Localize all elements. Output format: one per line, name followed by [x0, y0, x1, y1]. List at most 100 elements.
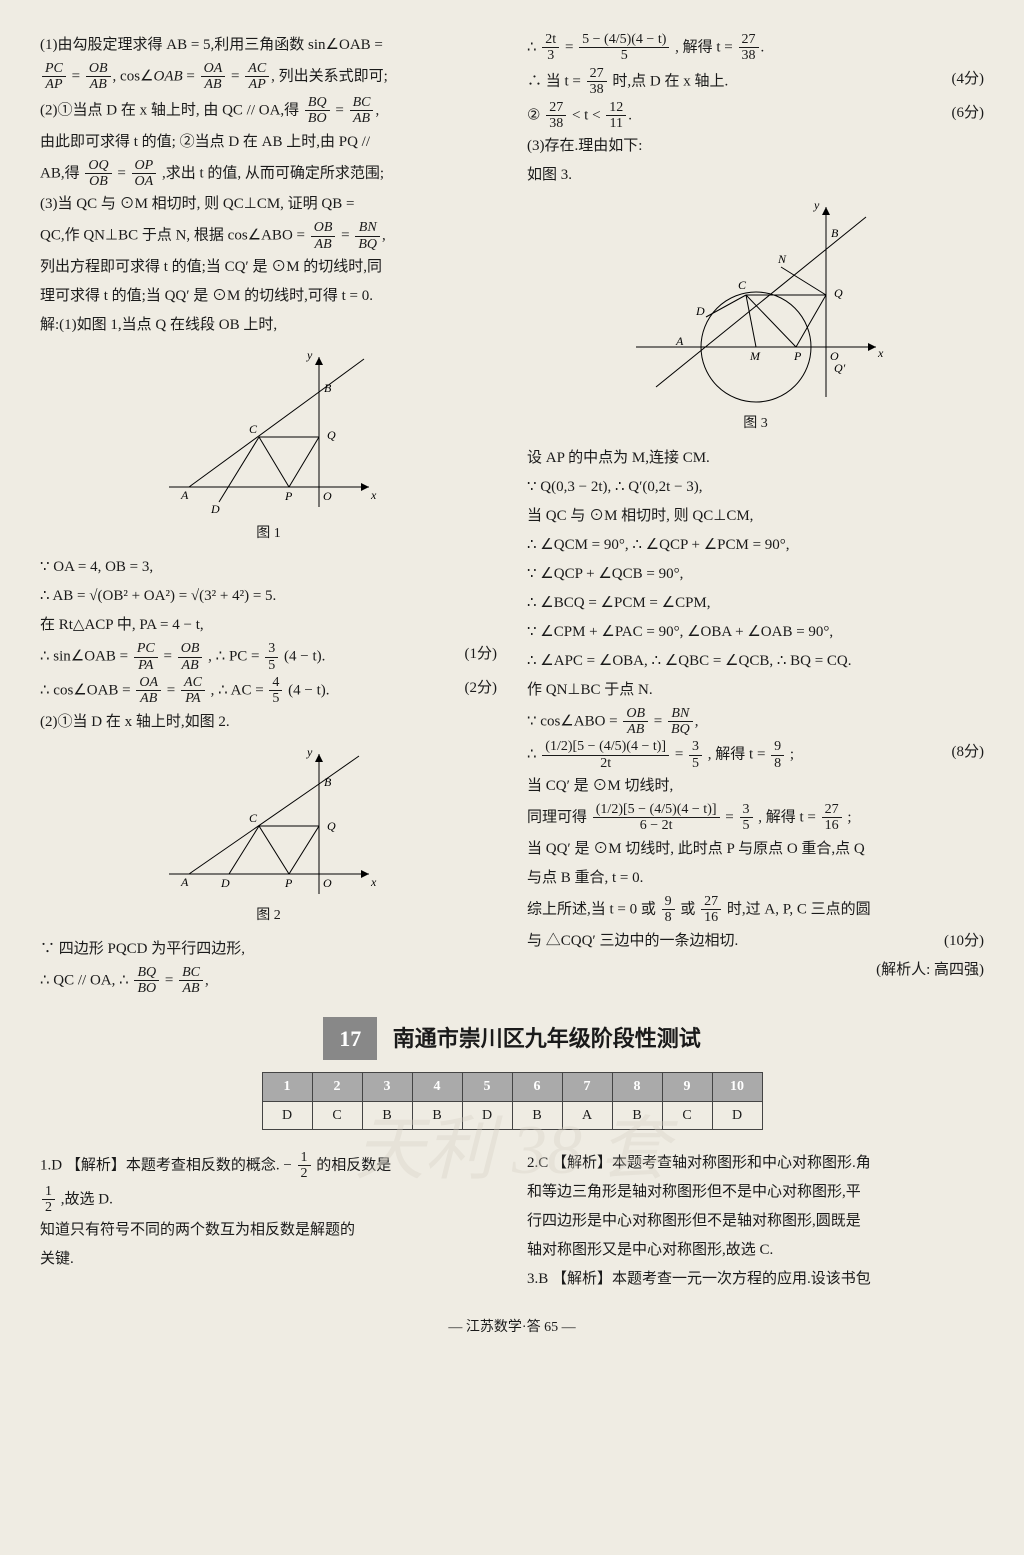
text-line: ∵ Q(0,3 − 2t), ∴ Q′(0,2t − 3),: [527, 474, 984, 501]
svg-text:O: O: [323, 489, 332, 503]
figure-caption: 图 1: [40, 521, 497, 546]
svg-text:P: P: [284, 876, 293, 890]
svg-text:N: N: [777, 252, 787, 266]
text: (1)由勾股定理求得 AB = 5,利用三角函数 sin∠OAB =: [40, 37, 383, 53]
table-header-cell: 2: [312, 1073, 362, 1101]
fraction: BNBQ: [355, 220, 380, 252]
text-line: ∴ 当 t = 2738 时,点 D 在 x 轴上. (4分): [527, 66, 984, 98]
figure-caption: 图 3: [527, 411, 984, 436]
bottom-right-column: 2.C 【解析】本题考查轴对称图形和中心对称图形.角 和等边三角形是轴对称图形但…: [527, 1148, 984, 1295]
svg-text:P: P: [284, 489, 293, 503]
text-line: 作 QN⊥BC 于点 N.: [527, 677, 984, 704]
fraction: BQBO: [134, 965, 159, 997]
geometry-diagram-icon: x y A B C Q P O D: [159, 744, 379, 899]
svg-text:Q: Q: [327, 819, 336, 833]
fraction: OAAB: [201, 61, 226, 93]
score-mark: (2分): [465, 675, 498, 702]
text-line: (2)①当点 D 在 x 轴上时, 由 QC // OA,得 BQBO = BC…: [40, 95, 497, 127]
geometry-diagram-icon: x y A B C Q P O D: [159, 347, 379, 517]
table-header-cell: 6: [512, 1073, 562, 1101]
fraction: 2716: [701, 894, 721, 926]
author-line: (解析人: 高四强): [527, 957, 984, 984]
text-line: 关键.: [40, 1246, 497, 1273]
fraction: 2738: [739, 32, 759, 64]
text-line: 当 QC 与 ⊙M 相切时, 则 QC⊥CM,: [527, 503, 984, 530]
text-line: ∴ ∠APC = ∠OBA, ∴ ∠QBC = ∠QCB, ∴ BQ = CQ.: [527, 648, 984, 675]
table-header-cell: 9: [662, 1073, 712, 1101]
text: ;: [790, 747, 794, 763]
text: 时,过 A, P, C 三点的圆: [727, 901, 871, 917]
table-cell: B: [612, 1101, 662, 1129]
text: ∴: [527, 39, 537, 55]
left-column: (1)由勾股定理求得 AB = 5,利用三角函数 sin∠OAB = PCAP …: [40, 30, 497, 999]
bottom-columns: 1.D 【解析】本题考查相反数的概念. − 12 的相反数是 12 ,故选 D.…: [40, 1148, 984, 1295]
fraction: BNBQ: [668, 706, 693, 738]
svg-text:D: D: [210, 502, 220, 516]
score-mark: (8分): [952, 739, 985, 766]
svg-text:x: x: [877, 346, 884, 360]
text-line: 同理可得 (1/2)[5 − (4/5)(4 − t)]6 − 2t = 35 …: [527, 802, 984, 834]
fraction: BCAB: [350, 95, 374, 127]
fraction: 2738: [587, 66, 607, 98]
text-line: 在 Rt△ACP 中, PA = 4 − t,: [40, 612, 497, 639]
table-header-cell: 5: [462, 1073, 512, 1101]
page: (1)由勾股定理求得 AB = 5,利用三角函数 sin∠OAB = PCAP …: [0, 0, 1024, 1555]
fraction: 2716: [822, 802, 842, 834]
text-line: (1)由勾股定理求得 AB = 5,利用三角函数 sin∠OAB =: [40, 32, 497, 59]
svg-text:y: y: [306, 348, 313, 362]
fraction: ACPA: [181, 675, 205, 707]
table-cell: D: [262, 1101, 312, 1129]
text-line: 由此即可求得 t 的值; ②当点 D 在 AB 上时,由 PQ //: [40, 129, 497, 156]
text-line: ∵ ∠QCP + ∠QCB = 90°,: [527, 561, 984, 588]
svg-text:B: B: [324, 381, 332, 395]
two-column-layout: (1)由勾股定理求得 AB = 5,利用三角函数 sin∠OAB = PCAP …: [40, 30, 984, 999]
text: ∴ 当 t =: [527, 73, 581, 89]
text-line: ∵ ∠CPM + ∠PAC = 90°, ∠OBA + ∠OAB = 90°,: [527, 619, 984, 646]
section-title: 南通市崇川区九年级阶段性测试: [393, 1026, 701, 1051]
svg-text:C: C: [738, 278, 747, 292]
text-line: ∵ 四边形 PQCD 为平行四边形,: [40, 936, 497, 963]
table-header-cell: 1: [262, 1073, 312, 1101]
text-line: 1.D 【解析】本题考查相反数的概念. − 12 的相反数是: [40, 1150, 497, 1182]
fraction: OAAB: [136, 675, 161, 707]
fraction: OBAB: [178, 641, 203, 673]
text-line: ② 2738 < t < 1211. (6分): [527, 100, 984, 132]
text-line: 如图 3.: [527, 162, 984, 189]
svg-text:Q′: Q′: [834, 361, 846, 375]
svg-text:D: D: [220, 876, 230, 890]
text-line: ∴ QC // OA, ∴ BQBO = BCAB,: [40, 965, 497, 997]
text-line: 知道只有符号不同的两个数互为相反数是解题的: [40, 1217, 497, 1244]
text: (4 − t).: [284, 649, 325, 665]
text: ;: [847, 809, 851, 825]
table-row: DCBBDBABCD: [262, 1101, 762, 1129]
text: AB,得: [40, 165, 80, 181]
fraction: PCPA: [134, 641, 158, 673]
text-line: 与 △CQQ′ 三边中的一条边相切. (10分): [527, 928, 984, 955]
text-line: 列出方程即可求得 t 的值;当 CQ′ 是 ⊙M 的切线时,同: [40, 254, 497, 281]
fraction: 12: [298, 1150, 311, 1182]
text: (4 − t).: [288, 682, 329, 698]
text-line: ∴ ∠QCM = 90°, ∴ ∠QCP + ∠PCM = 90°,: [527, 532, 984, 559]
svg-text:x: x: [370, 875, 377, 889]
table-header-row: 12345678910: [262, 1073, 762, 1101]
text: 时,点 D 在 x 轴上.: [612, 73, 728, 89]
fraction: BCAB: [179, 965, 203, 997]
svg-text:C: C: [249, 422, 258, 436]
fraction: 45: [269, 675, 282, 707]
fraction: PCAP: [42, 61, 66, 93]
fraction: OQOB: [85, 158, 111, 190]
table-header-cell: 10: [712, 1073, 762, 1101]
svg-text:D: D: [695, 304, 705, 318]
text: 或: [680, 901, 695, 917]
text-line: (3)当 QC 与 ⊙M 相切时, 则 QC⊥CM, 证明 QB =: [40, 191, 497, 218]
text-line: QC,作 QN⊥BC 于点 N, 根据 cos∠ABO = OBAB = BNB…: [40, 220, 497, 252]
svg-text:y: y: [306, 745, 313, 759]
fraction: (1/2)[5 − (4/5)(4 − t)]2t: [542, 739, 669, 771]
text-line: 理可求得 t 的值;当 QQ′ 是 ⊙M 的切线时,可得 t = 0.: [40, 283, 497, 310]
text-line: 行四边形是中心对称图形但不是轴对称图形,圆既是: [527, 1208, 984, 1235]
bottom-left-column: 1.D 【解析】本题考查相反数的概念. − 12 的相反数是 12 ,故选 D.…: [40, 1148, 497, 1295]
fraction: 1211: [606, 100, 626, 132]
text-line: 和等边三角形是轴对称图形但不是中心对称图形,平: [527, 1179, 984, 1206]
section-number: 17: [323, 1017, 377, 1061]
fraction: 2t3: [542, 32, 559, 64]
